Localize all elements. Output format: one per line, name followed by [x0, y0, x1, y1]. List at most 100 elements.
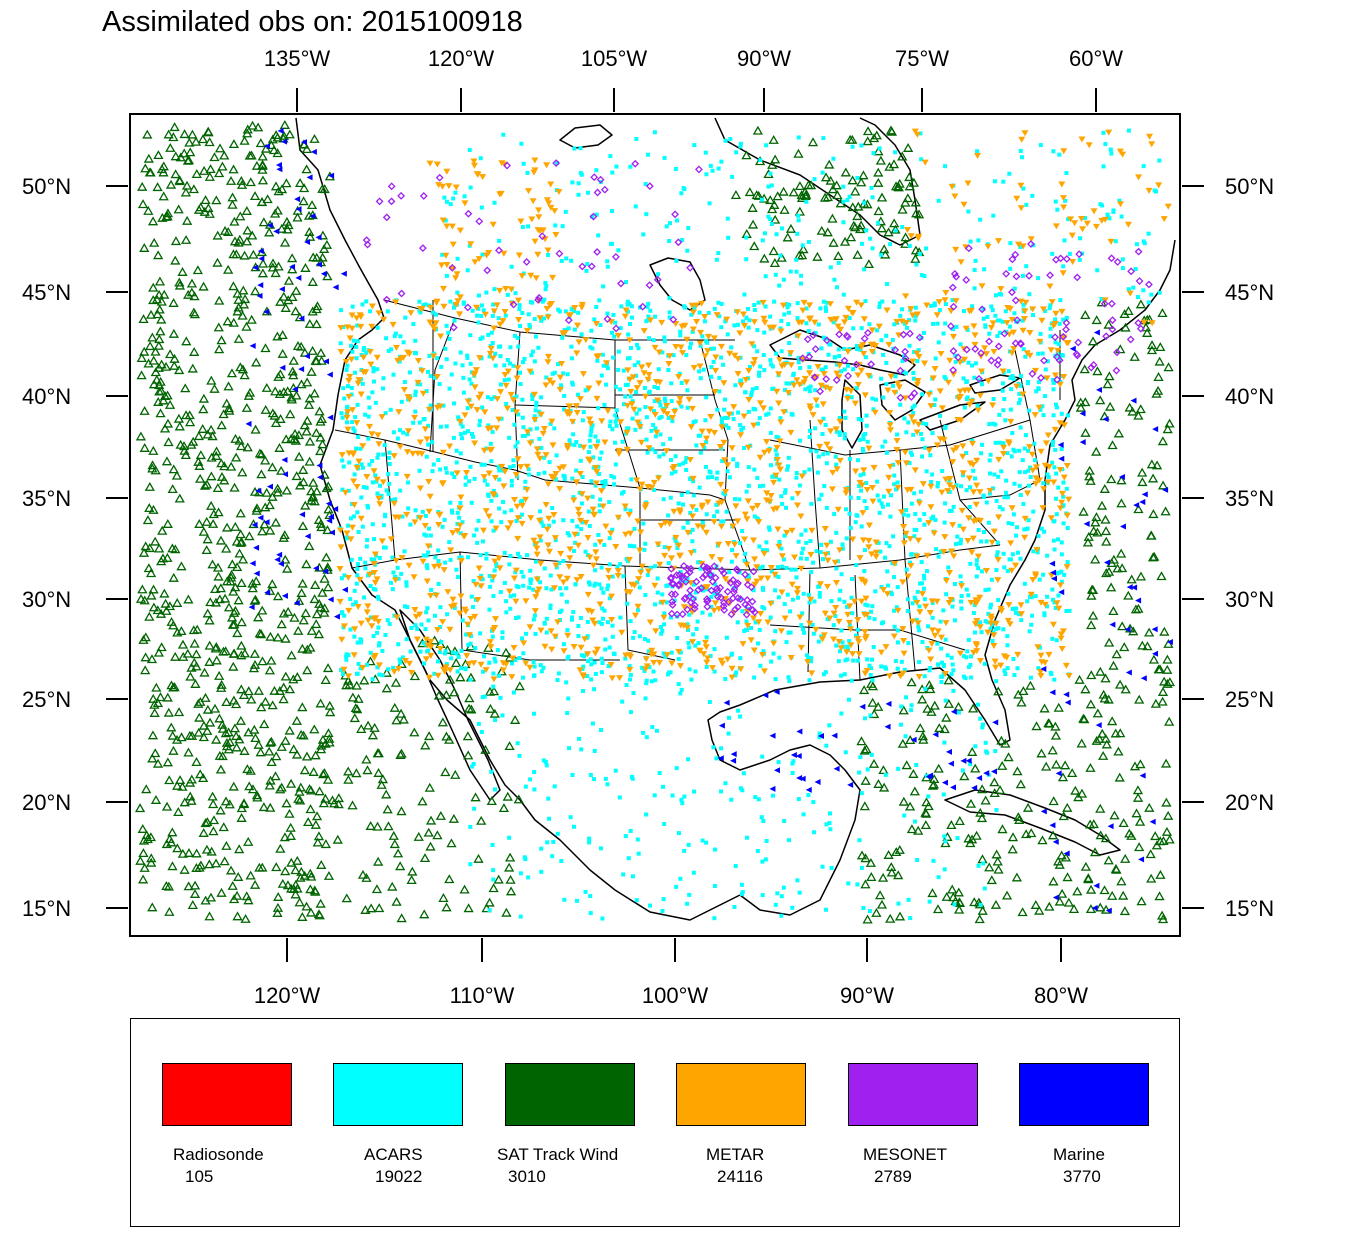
acars-marker — [761, 587, 766, 592]
sat-wind-marker — [211, 655, 222, 665]
sat-wind-marker — [313, 629, 325, 639]
sat-wind-marker — [292, 672, 303, 682]
metar-marker — [711, 388, 719, 395]
sat-wind-marker — [769, 199, 780, 209]
sat-wind-marker — [965, 798, 977, 808]
acars-marker — [803, 528, 808, 533]
metar-marker — [446, 667, 454, 674]
sat-wind-marker — [1155, 869, 1166, 879]
acars-marker — [611, 355, 616, 360]
acars-marker — [567, 533, 572, 538]
sat-wind-marker — [139, 862, 150, 872]
sat-wind-marker — [1148, 654, 1160, 664]
sat-wind-marker — [152, 309, 163, 319]
acars-marker — [966, 593, 971, 598]
metar-marker — [524, 429, 532, 436]
acars-marker — [845, 604, 850, 609]
acars-marker — [788, 609, 793, 614]
acars-marker — [634, 390, 639, 395]
acars-marker — [586, 509, 591, 514]
acars-marker — [1120, 266, 1125, 271]
acars-marker — [821, 335, 826, 340]
acars-marker — [460, 520, 465, 525]
metar-marker — [1014, 651, 1022, 658]
acars-marker — [721, 491, 726, 496]
sat-wind-marker — [291, 715, 302, 725]
acars-marker — [534, 403, 539, 408]
acars-marker — [772, 299, 777, 304]
metar-marker — [523, 327, 531, 334]
acars-marker — [413, 409, 418, 414]
sat-wind-marker — [295, 782, 306, 792]
acars-marker — [652, 130, 657, 135]
metar-marker — [646, 619, 654, 626]
sat-wind-marker — [306, 625, 317, 635]
metar-marker — [720, 439, 728, 446]
sat-wind-marker — [1124, 828, 1135, 838]
acars-marker — [725, 216, 730, 221]
metar-marker — [1041, 601, 1049, 608]
acars-marker — [544, 630, 549, 635]
acars-marker — [985, 620, 990, 625]
acars-marker — [598, 497, 603, 502]
sat-wind-marker — [297, 911, 308, 921]
acars-marker — [953, 359, 958, 364]
acars-marker — [914, 617, 919, 622]
sat-wind-marker — [1082, 537, 1094, 547]
sat-wind-marker — [867, 697, 878, 707]
acars-marker — [381, 523, 386, 528]
sat-wind-marker — [372, 821, 383, 831]
acars-marker — [804, 306, 809, 311]
acars-marker — [910, 405, 915, 410]
metar-marker — [461, 412, 469, 419]
metar-marker — [748, 341, 756, 348]
sat-wind-marker — [329, 798, 340, 808]
sat-wind-marker — [277, 330, 288, 340]
sat-wind-marker — [1078, 506, 1089, 516]
acars-marker — [569, 356, 574, 361]
acars-marker — [363, 560, 368, 565]
acars-marker — [935, 641, 940, 646]
sat-wind-marker — [317, 183, 328, 193]
acars-marker — [1006, 369, 1011, 374]
acars-marker — [579, 747, 584, 752]
acars-marker — [470, 431, 475, 436]
acars-marker — [928, 665, 933, 670]
metar-marker — [510, 575, 518, 582]
acars-marker — [692, 143, 697, 148]
sat-wind-marker — [297, 702, 308, 712]
sat-wind-marker — [142, 129, 153, 139]
acars-marker — [338, 341, 343, 346]
acars-marker — [746, 306, 751, 311]
sat-wind-marker — [281, 798, 292, 808]
acars-marker — [445, 612, 450, 617]
acars-marker — [749, 393, 754, 398]
sat-wind-marker — [1157, 480, 1169, 490]
metar-marker — [343, 414, 351, 421]
acars-marker — [824, 461, 829, 466]
acars-marker — [913, 512, 918, 517]
sat-wind-marker — [455, 672, 466, 682]
sat-wind-marker — [753, 190, 764, 200]
acars-marker — [444, 357, 449, 362]
metar-marker — [503, 405, 511, 412]
acars-marker — [1056, 342, 1061, 347]
metar-marker — [496, 565, 504, 572]
sat-wind-marker — [311, 486, 322, 496]
acars-marker — [817, 594, 822, 599]
acars-marker — [662, 396, 667, 401]
sat-wind-marker — [1129, 351, 1140, 361]
acars-marker — [391, 570, 396, 575]
acars-marker — [1030, 193, 1035, 198]
acars-marker — [548, 573, 553, 578]
acars-marker — [666, 561, 671, 566]
acars-marker — [1051, 149, 1056, 154]
sat-wind-marker — [874, 890, 886, 900]
acars-marker — [904, 430, 909, 435]
acars-marker — [453, 361, 458, 366]
acars-marker — [1023, 470, 1028, 475]
sat-wind-marker — [1143, 627, 1155, 637]
sat-wind-marker — [154, 304, 165, 314]
sat-wind-marker — [191, 649, 202, 659]
sat-wind-marker — [305, 231, 316, 241]
